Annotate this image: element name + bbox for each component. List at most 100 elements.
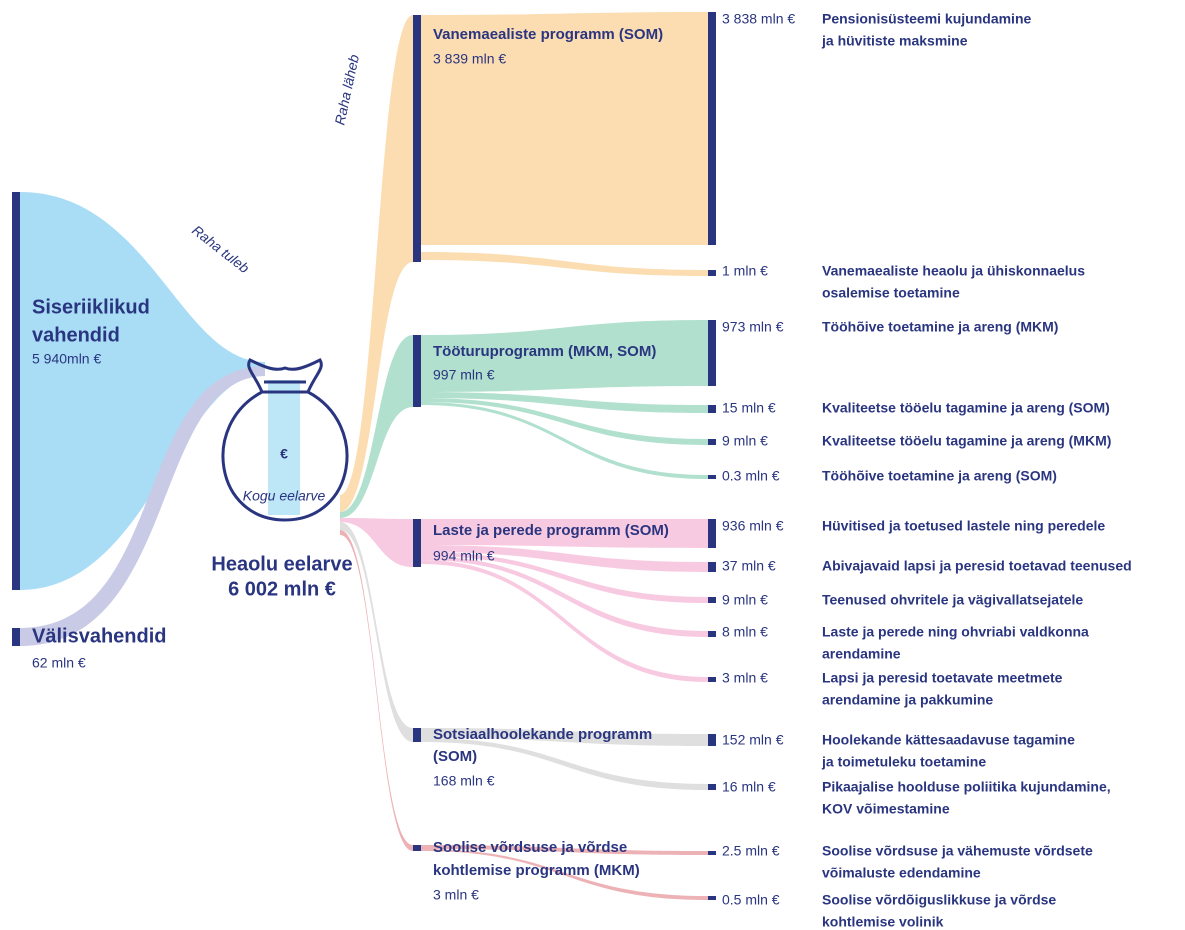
item-amount: 1 mln €	[722, 263, 768, 279]
item-bar	[708, 475, 716, 479]
program-bar	[413, 519, 421, 567]
item-name: Abivajavaid lapsi ja peresid toetavad te…	[822, 558, 1132, 574]
program-amount: 994 mln €	[433, 548, 495, 564]
flow-program	[340, 522, 413, 742]
program-name: Vanemaealiste programm (SOM)	[433, 26, 663, 43]
program-amount: 168 mln €	[433, 773, 495, 789]
flow-item	[421, 552, 708, 603]
flow-item	[421, 545, 708, 572]
item-bar	[708, 519, 716, 548]
flow-item	[421, 398, 708, 445]
item-bar	[708, 784, 716, 790]
item-amount: 9 mln €	[722, 592, 768, 608]
program-name: Soolise võrdsuse ja võrdse	[433, 839, 627, 856]
item-bar	[708, 896, 716, 900]
item-amount: 3 838 mln €	[722, 11, 795, 27]
flow-item	[421, 252, 708, 276]
program-amount: 3 839 mln €	[433, 51, 506, 67]
item-name: Pensionisüsteemi kujundamine	[822, 11, 1031, 27]
item-name: osalemise toetamine	[822, 285, 960, 301]
item-name: Kvaliteetse tööelu tagamine ja areng (MK…	[822, 433, 1111, 449]
item-amount: 8 mln €	[722, 624, 768, 640]
item-bar	[708, 320, 716, 386]
program-name: (SOM)	[433, 748, 477, 765]
item-amount: 37 mln €	[722, 558, 776, 574]
item-bar	[708, 405, 716, 413]
item-name: Teenused ohvritele ja vägivallatsejatele	[822, 592, 1083, 608]
item-name: Soolise võrdõiguslikkuse ja võrdse	[822, 892, 1056, 908]
program-amount: 3 mln €	[433, 887, 479, 903]
item-amount: 9 mln €	[722, 433, 768, 449]
item-bar	[708, 562, 716, 572]
flow-program	[340, 15, 413, 512]
item-bar	[708, 734, 716, 746]
program-name: kohtlemise programm (MKM)	[433, 862, 640, 879]
item-name: Vanemaealiste heaolu ja ühiskonnaelus	[822, 263, 1085, 279]
item-amount: 15 mln €	[722, 400, 776, 416]
flow-item	[421, 845, 708, 855]
program-bar	[413, 15, 421, 262]
source-bar	[12, 628, 20, 646]
flow-item	[421, 12, 708, 245]
program-bar	[413, 728, 421, 742]
item-amount: 936 mln €	[722, 518, 784, 534]
outgoing-label: Raha läheb	[331, 53, 362, 127]
item-amount: 16 mln €	[722, 779, 776, 795]
item-amount: 0.5 mln €	[722, 892, 780, 908]
item-name: Tööhõive toetamine ja areng (SOM)	[822, 468, 1057, 484]
budget-icon: €	[280, 446, 288, 462]
source-amount: 62 mln €	[32, 655, 86, 671]
item-name: Hoolekande kättesaadavuse tagamine	[822, 732, 1075, 748]
item-name: Pikaajalise hoolduse poliitika kujundami…	[822, 779, 1111, 795]
program-bar	[413, 845, 421, 851]
program-amount: 997 mln €	[433, 367, 495, 383]
item-name: Soolise võrdsuse ja vähemuste võrdsete	[822, 843, 1093, 859]
budget-title: Heaolu eelarve	[211, 553, 352, 575]
item-amount: 3 mln €	[722, 670, 768, 686]
item-name: arendamine	[822, 646, 901, 662]
flow-item	[421, 560, 708, 682]
item-bar	[708, 12, 716, 245]
source-name: Siseriiklikud	[32, 296, 150, 318]
flow-program	[340, 335, 413, 518]
item-bar	[708, 270, 716, 276]
flow-program	[340, 530, 413, 851]
item-name: võimaluste edendamine	[822, 865, 981, 881]
item-bar	[708, 439, 716, 445]
flow-item	[421, 849, 708, 900]
item-name: Lapsi ja peresid toetavate meetmete	[822, 670, 1063, 686]
item-name: ja hüvitiste maksmine	[821, 33, 968, 49]
item-amount: 973 mln €	[722, 319, 784, 335]
flow-item	[421, 320, 708, 392]
incoming-label: Raha tuleb	[189, 222, 252, 276]
flow-program	[340, 518, 413, 567]
program-name: Tööturuprogramm (MKM, SOM)	[433, 343, 656, 360]
item-bar	[708, 597, 716, 603]
flow-item	[421, 556, 708, 637]
program-name: Sotsiaalhoolekande programm	[433, 726, 652, 743]
budget-caption: Kogu eelarve	[243, 488, 326, 504]
item-bar	[708, 677, 716, 682]
item-amount: 2.5 mln €	[722, 843, 780, 859]
flow-item	[421, 402, 708, 479]
flow-item	[421, 728, 708, 746]
program-bar	[413, 335, 421, 407]
money-bag	[221, 358, 349, 522]
item-name: Tööhõive toetamine ja areng (MKM)	[822, 319, 1058, 335]
item-amount: 0.3 mln €	[722, 468, 780, 484]
item-name: Hüvitised ja toetused lastele ning pered…	[822, 518, 1105, 534]
source-bar	[12, 192, 20, 590]
item-bar	[708, 851, 716, 855]
flow-item	[421, 519, 708, 548]
flow-item	[421, 392, 708, 413]
source-name: Välisvahendid	[32, 625, 167, 647]
item-name: KOV võimestamine	[822, 801, 950, 817]
item-name: kohtlemise volinik	[822, 914, 944, 930]
item-amount: 152 mln €	[722, 732, 784, 748]
item-name: Kvaliteetse tööelu tagamine ja areng (SO…	[822, 400, 1110, 416]
item-bar	[708, 631, 716, 637]
item-name: Laste ja perede ning ohvriabi valdkonna	[822, 624, 1089, 640]
item-name: arendamine ja pakkumine	[822, 692, 993, 708]
flow-item	[421, 738, 708, 790]
